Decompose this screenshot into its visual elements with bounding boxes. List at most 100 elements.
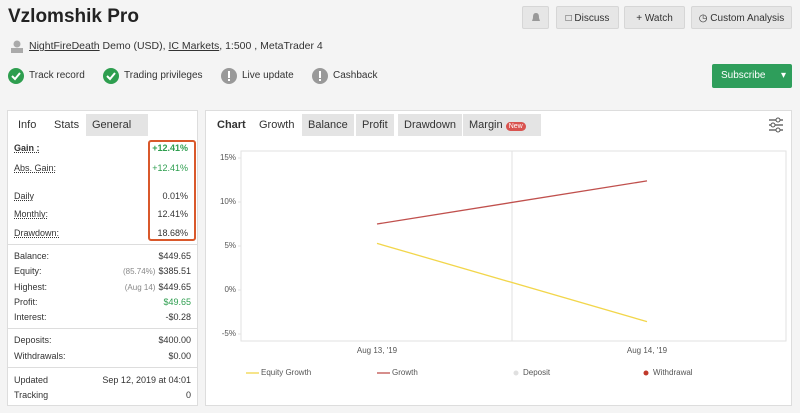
- stat-value-text: 18.68%: [157, 228, 188, 238]
- badge: Trading privileges: [103, 68, 203, 84]
- y-tick-label: 10%: [220, 197, 236, 206]
- stat-value-text: $49.65: [163, 297, 191, 307]
- avatar: [11, 40, 23, 53]
- stat-value: 12.41%: [157, 209, 188, 219]
- stat-label: Drawdown:: [14, 228, 60, 238]
- separator: [8, 328, 197, 329]
- custom-analysis-button[interactable]: ◷ Custom Analysis: [691, 6, 792, 29]
- watch-button[interactable]: + Watch: [624, 6, 685, 29]
- button-label: Custom Analysis: [710, 13, 785, 24]
- stat-label: Profit:: [14, 297, 38, 307]
- stat-value-text: $385.51: [158, 266, 191, 276]
- stat-label: Tracking: [14, 390, 49, 400]
- stat-value-text: $400.00: [158, 335, 191, 345]
- badge: Live update: [221, 68, 294, 84]
- tab[interactable]: Balance: [302, 114, 354, 136]
- legend-swatch: [513, 370, 519, 376]
- stat-value-text: 0: [185, 390, 191, 400]
- settings-icon[interactable]: [768, 117, 784, 133]
- stat-value-text: $0.00: [168, 351, 191, 361]
- stat-value: $400.00: [158, 335, 191, 345]
- stat-label: Balance:: [14, 251, 50, 261]
- separator: [8, 367, 197, 368]
- tab[interactable]: Profit: [356, 114, 394, 136]
- stat-value: -$0.28: [165, 312, 191, 322]
- stat-value: $449.65: [158, 251, 191, 261]
- stat-value-text: $449.65: [158, 282, 191, 292]
- stat-value-text: +12.41%: [152, 143, 188, 153]
- chart: -5% 0% 5% 10% 15% Aug 13, '19 Aug 14, '19 Equit…: [220, 150, 787, 377]
- check-icon: [103, 68, 119, 84]
- legend-label: Withdrawal: [653, 368, 693, 377]
- tab[interactable]: Drawdown: [398, 114, 462, 136]
- y-tick-label: 0%: [224, 285, 236, 294]
- broker-link[interactable]: IC Markets: [168, 40, 220, 52]
- stat-value: $49.65: [163, 297, 191, 307]
- badge: Track record: [8, 68, 85, 84]
- stat-label: Gain :: [14, 143, 40, 153]
- warn-icon: [312, 68, 328, 84]
- stat-value-text: -$0.28: [165, 312, 191, 322]
- stat-value-text: Sep 12, 2019 at 04:01: [102, 375, 191, 385]
- stat-label: Abs. Gain:: [14, 163, 57, 173]
- chart-panel: Chart Growth Balance Profit Drawdown Mar…: [205, 110, 792, 406]
- stat-value: 0.01%: [162, 191, 188, 201]
- series-line: [376, 180, 648, 225]
- stat-value-text: +12.41%: [152, 163, 188, 173]
- stat-value: (85.74%) $385.51: [123, 266, 191, 276]
- discuss-button[interactable]: □ Discuss: [556, 6, 619, 29]
- separator: [8, 244, 197, 245]
- button-label: Watch: [644, 13, 673, 24]
- badge-label: Track record: [29, 70, 85, 81]
- stat-value: +12.41%: [152, 143, 188, 153]
- stat-value: +12.41%: [152, 163, 188, 173]
- stat-value-text: 12.41%: [157, 209, 188, 219]
- y-tick-label: 5%: [224, 241, 236, 250]
- series-line: [376, 242, 648, 323]
- stat-label: Equity:: [14, 266, 42, 276]
- stat-label: Updated: [14, 375, 49, 385]
- stat-value: 0: [186, 390, 191, 400]
- stat-value-text: $449.65: [158, 251, 191, 261]
- account-details: , 1:500 , MetaTrader 4: [219, 40, 323, 52]
- stat-value: 18.68%: [157, 228, 188, 238]
- plot-border: [240, 150, 787, 342]
- highlight-box: [148, 140, 196, 241]
- account-line: NightFireDeath Demo (USD), IC Markets, 1…: [29, 40, 323, 52]
- tab[interactable]: General: [86, 114, 148, 136]
- notify-button[interactable]: [522, 6, 549, 29]
- button-label: Subscribe: [721, 70, 766, 81]
- tab[interactable]: Info: [18, 119, 37, 131]
- legend-label: Growth: [392, 368, 418, 377]
- button-label: Discuss: [574, 13, 610, 24]
- y-tick-label: -5%: [222, 329, 236, 338]
- legend-label: Deposit: [523, 368, 551, 377]
- stat-label: Monthly:: [14, 209, 49, 219]
- badge-label: Trading privileges: [124, 70, 203, 81]
- badge-label: Cashback: [333, 70, 378, 81]
- tab-label: Margin: [469, 119, 503, 131]
- x-tick-label: Aug 14, '19: [627, 346, 668, 355]
- badge: Cashback: [312, 68, 377, 84]
- y-tick-label: 15%: [220, 153, 236, 162]
- stat-value-text: 0.01%: [162, 191, 188, 201]
- warn-icon: [221, 68, 237, 84]
- new-badge: New: [505, 122, 526, 131]
- stat-note: (Aug 14): [124, 283, 156, 292]
- stat-label: Highest:: [14, 282, 48, 292]
- tab[interactable]: Margin New: [463, 114, 541, 136]
- page-title: Vzlomshik Pro: [8, 6, 139, 27]
- check-icon: [8, 68, 24, 84]
- tab[interactable]: Stats: [54, 119, 80, 131]
- tab[interactable]: Chart: [217, 119, 246, 131]
- stat-value: $0.00: [168, 351, 191, 361]
- x-tick-label: Aug 13, '19: [357, 346, 398, 355]
- account-type: Demo (USD),: [102, 40, 166, 52]
- stat-label: Withdrawals:: [14, 351, 66, 361]
- legend-swatch: [643, 370, 649, 376]
- user-link[interactable]: NightFireDeath: [29, 40, 100, 52]
- tab[interactable]: Growth: [259, 119, 295, 131]
- stat-value: Sep 12, 2019 at 04:01: [102, 375, 191, 385]
- subscribe-button[interactable]: Subscribe ▾: [712, 64, 792, 88]
